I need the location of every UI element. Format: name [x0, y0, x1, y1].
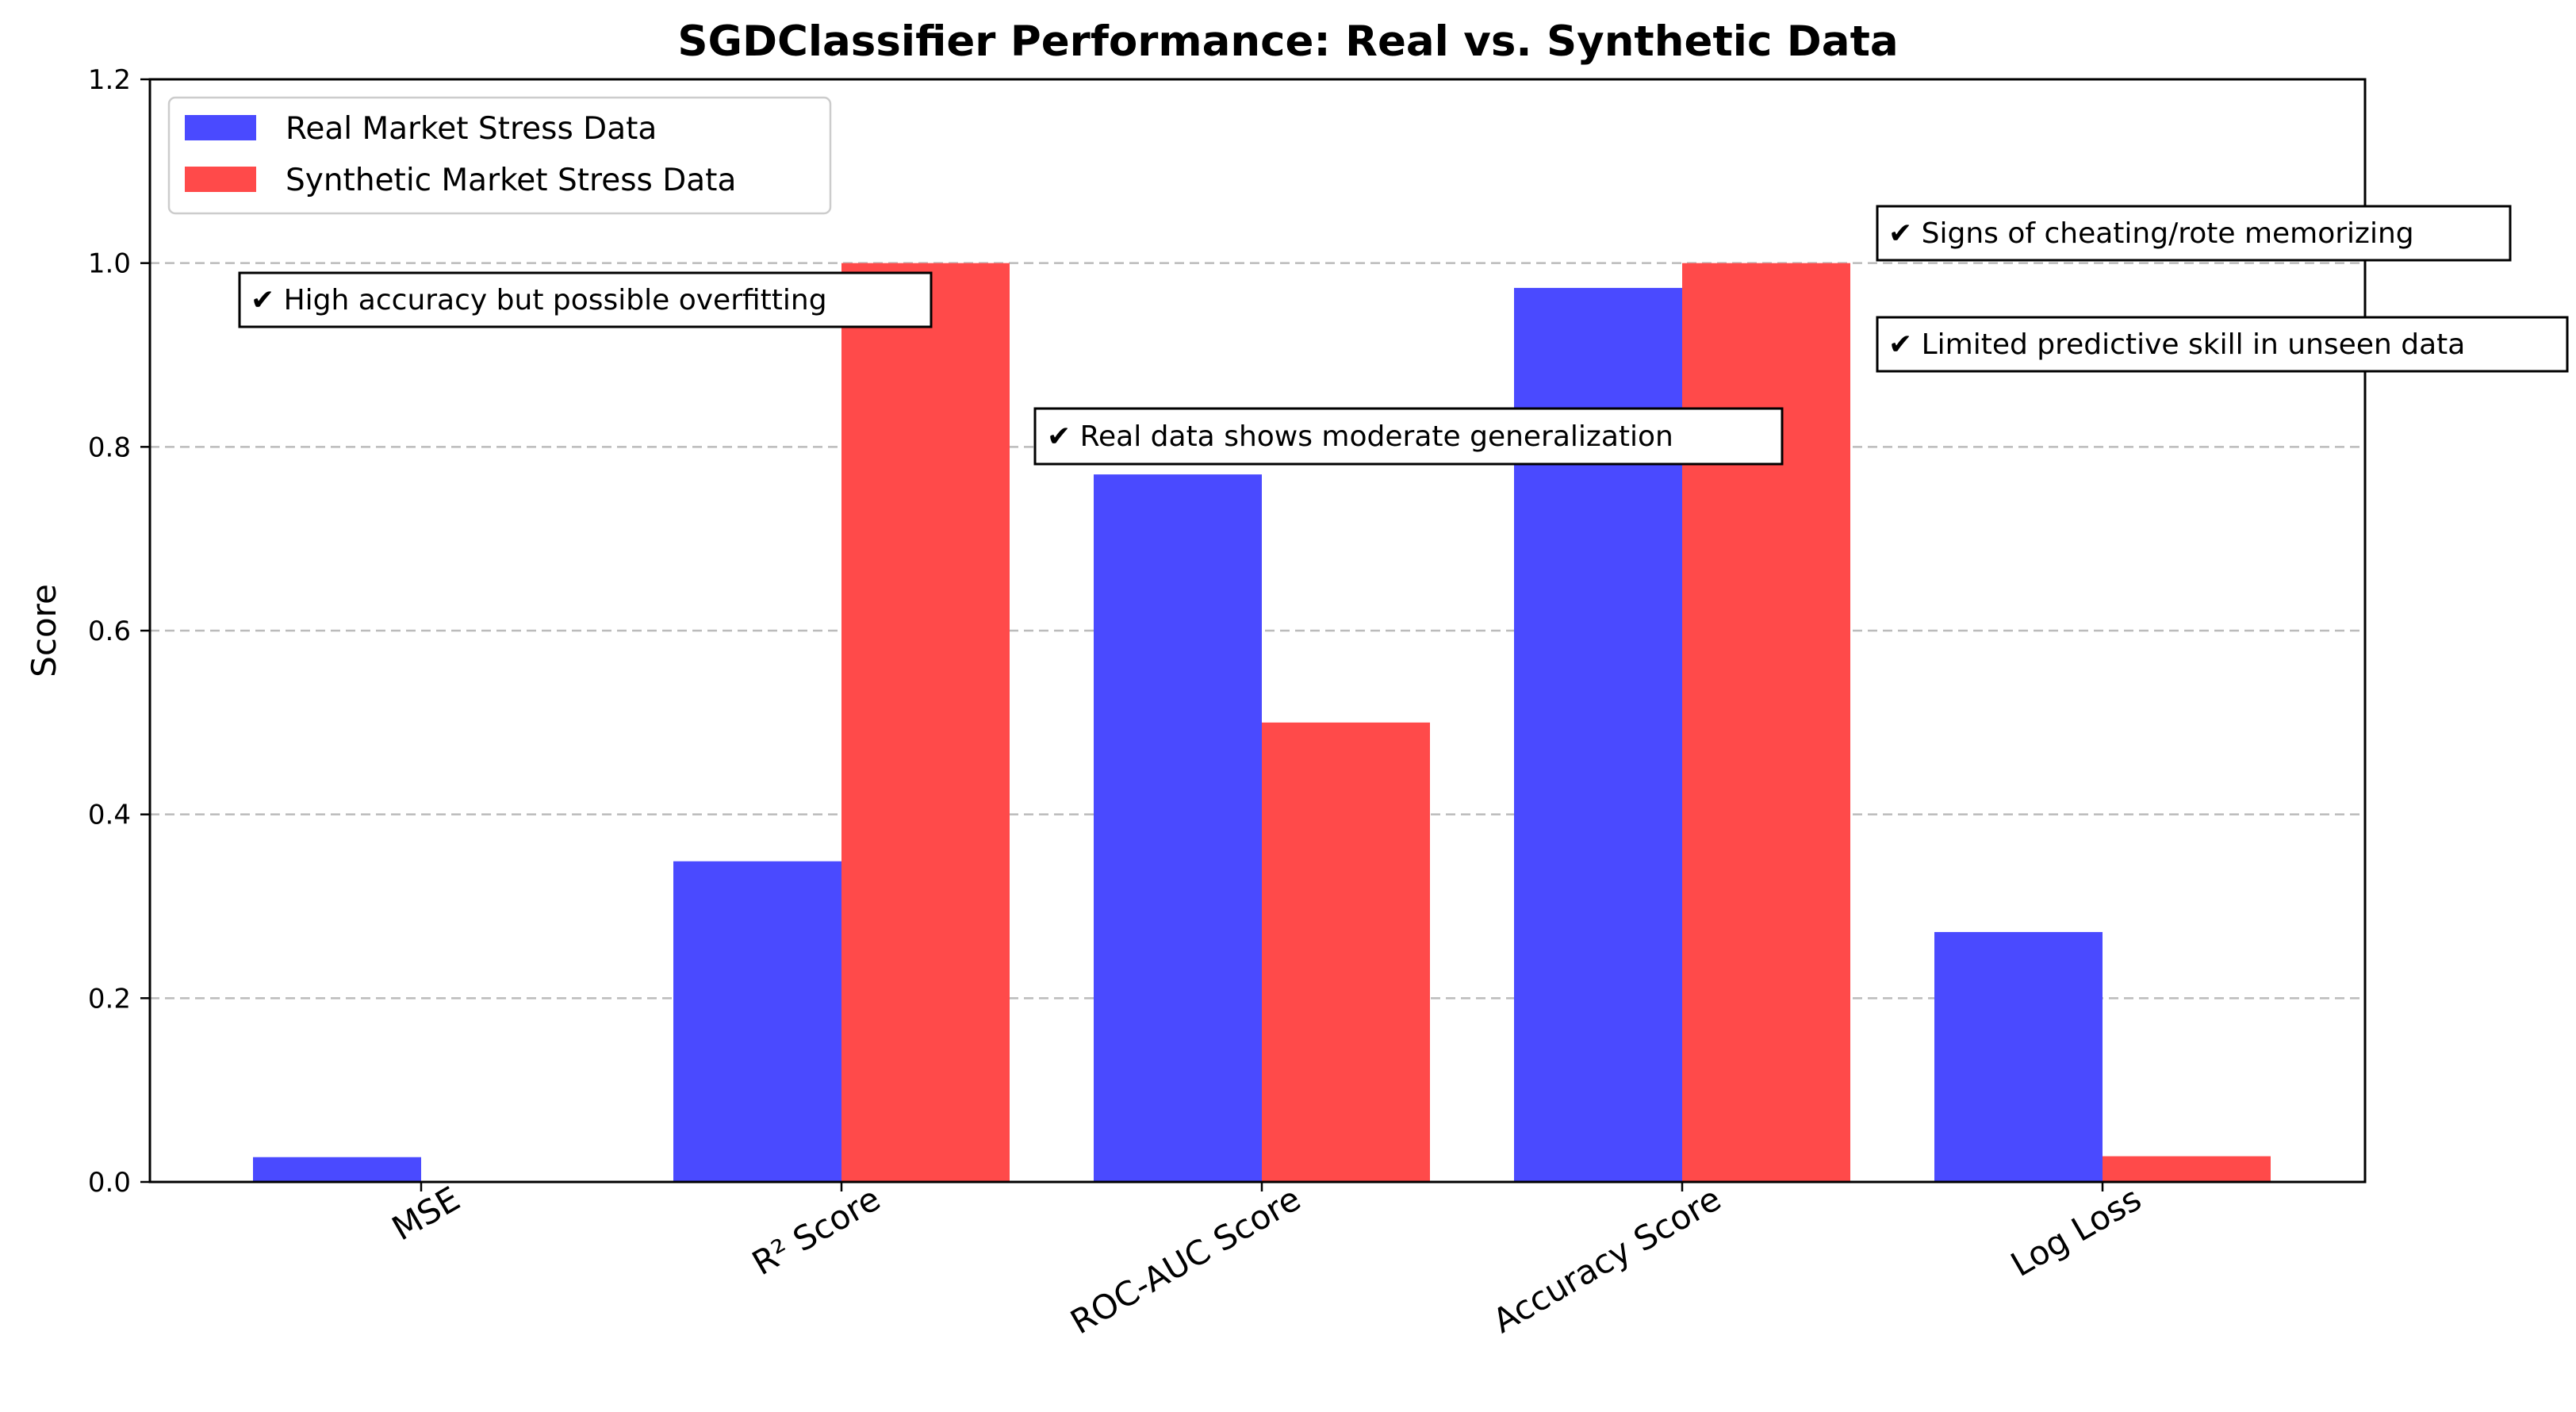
y-tick-label: 1.2 [88, 64, 131, 96]
legend-label-real: Real Market Stress Data [286, 111, 657, 147]
annotation-cheating: ✔ Signs of cheating/rote memorizing [1876, 205, 2512, 262]
annotation-text: ✔ Signs of cheating/rote memorizing [1888, 217, 2414, 250]
y-axis-label: Score [25, 584, 63, 677]
bar-real [253, 1157, 421, 1182]
bar-synthetic [1262, 722, 1430, 1182]
bar-real [673, 861, 841, 1182]
x-tick-label: R² Score [746, 1179, 887, 1283]
legend: Real Market Stress Data Synthetic Market… [167, 96, 832, 215]
x-tick-label: Log Loss [2004, 1179, 2148, 1284]
x-tick-label: MSE [385, 1179, 466, 1248]
bars [253, 263, 2271, 1183]
annotation-box [1876, 205, 2512, 262]
y-tick-label: 0.0 [88, 1167, 131, 1199]
annotation-generalization: ✔ Real data shows moderate generalizatio… [1033, 407, 1784, 466]
annotation-box [1876, 316, 2569, 373]
annotation-text: ✔ High accuracy but possible overfitting [251, 284, 827, 317]
y-tick-label: 1.0 [88, 248, 131, 280]
chart-title: SGDClassifier Performance: Real vs. Synt… [677, 17, 1898, 66]
bar-synthetic [1682, 263, 1850, 1183]
legend-label-synthetic: Synthetic Market Stress Data [286, 163, 736, 198]
bar-synthetic [841, 263, 1010, 1183]
y-axis: 0.0 0.2 0.4 0.6 0.8 1.0 1.2 [88, 64, 150, 1199]
annotation-limited-skill: ✔ Limited predictive skill in unseen dat… [1876, 316, 2569, 373]
legend-swatch-real [185, 115, 256, 140]
bar-synthetic [2103, 1156, 2271, 1182]
bar-real [1934, 931, 2103, 1182]
annotation-text: ✔ Limited predictive skill in unseen dat… [1888, 328, 2465, 361]
y-tick-label: 0.2 [88, 983, 131, 1015]
annotation-box [1033, 407, 1784, 466]
y-tick-label: 0.8 [88, 432, 131, 463]
annotation-overfitting: ✔ High accuracy but possible overfitting [238, 271, 933, 328]
legend-swatch-synthetic [185, 167, 256, 192]
y-tick-label: 0.6 [88, 616, 131, 647]
legend-frame [167, 96, 832, 215]
x-tick-label: ROC-AUC Score [1064, 1179, 1306, 1341]
bar-real [1094, 474, 1262, 1182]
x-tick-label: Accuracy Score [1486, 1179, 1727, 1341]
annotation-text: ✔ Real data shows moderate generalizatio… [1047, 420, 1673, 453]
y-tick-label: 0.4 [88, 800, 131, 831]
annotation-box [238, 271, 933, 328]
x-axis: MSE R² Score ROC-AUC Score Accuracy Score Lo… [385, 1179, 2148, 1341]
